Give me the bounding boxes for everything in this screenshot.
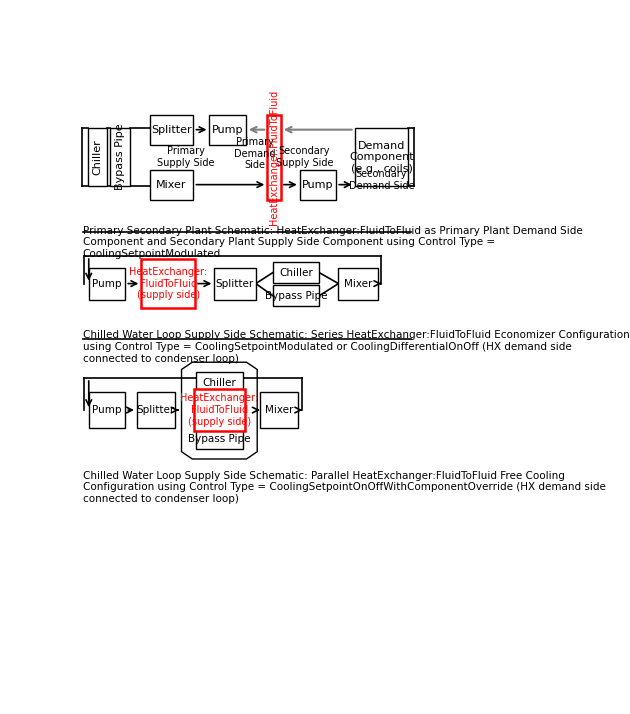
FancyBboxPatch shape: [149, 114, 193, 145]
Text: Splitter: Splitter: [151, 125, 192, 135]
FancyBboxPatch shape: [214, 268, 256, 300]
FancyBboxPatch shape: [194, 389, 245, 431]
FancyBboxPatch shape: [273, 286, 319, 306]
FancyBboxPatch shape: [88, 129, 107, 186]
Text: Pump: Pump: [93, 278, 122, 288]
Text: Splitter: Splitter: [216, 278, 254, 288]
Text: HeatExchanger:FluidToFluid: HeatExchanger:FluidToFluid: [269, 89, 279, 225]
Text: Bypass Pipe: Bypass Pipe: [265, 291, 327, 301]
Text: Primary
Supply Side: Primary Supply Side: [158, 146, 215, 168]
Text: Pump: Pump: [93, 405, 122, 415]
Text: Secondary
Demand Side: Secondary Demand Side: [348, 169, 415, 191]
Text: Chilled Water Loop Supply Side Schematic: Parallel HeatExchanger:FluidToFluid Fr: Chilled Water Loop Supply Side Schematic…: [83, 471, 605, 503]
FancyBboxPatch shape: [137, 392, 175, 428]
FancyBboxPatch shape: [273, 262, 319, 283]
FancyBboxPatch shape: [260, 392, 298, 428]
FancyBboxPatch shape: [209, 114, 246, 145]
FancyBboxPatch shape: [89, 392, 125, 428]
Text: Mixer: Mixer: [344, 278, 372, 288]
FancyBboxPatch shape: [89, 268, 125, 300]
Text: Primary
Demand
Side: Primary Demand Side: [234, 137, 275, 171]
FancyBboxPatch shape: [196, 372, 243, 393]
FancyBboxPatch shape: [267, 114, 281, 200]
Text: Bypass Pipe: Bypass Pipe: [188, 433, 251, 443]
FancyBboxPatch shape: [338, 268, 377, 300]
FancyBboxPatch shape: [300, 169, 336, 200]
Text: Chiller: Chiller: [202, 378, 236, 388]
Text: HeatExchanger:
FluidToFluid
(supply side): HeatExchanger: FluidToFluid (supply side…: [180, 393, 258, 427]
Text: Chiller: Chiller: [279, 268, 313, 278]
Text: Primary Secondary Plant Schematic: HeatExchanger:FluidToFluid as Primary Plant D: Primary Secondary Plant Schematic: HeatE…: [83, 226, 582, 259]
Text: Demand
Component
(e.g., coils): Demand Component (e.g., coils): [349, 141, 414, 174]
Text: Mixer: Mixer: [156, 180, 186, 190]
FancyBboxPatch shape: [110, 129, 130, 186]
Text: Secondary
Supply Side: Secondary Supply Side: [275, 146, 333, 168]
Text: Pump: Pump: [212, 125, 243, 135]
FancyBboxPatch shape: [355, 129, 408, 186]
Text: Mixer: Mixer: [265, 405, 293, 415]
FancyBboxPatch shape: [141, 259, 195, 308]
FancyBboxPatch shape: [149, 169, 193, 200]
Text: Pump: Pump: [302, 180, 334, 190]
FancyBboxPatch shape: [196, 428, 243, 449]
Text: Chiller: Chiller: [93, 139, 102, 175]
Text: HeatExchanger:
FluidToFluid
(supply side): HeatExchanger: FluidToFluid (supply side…: [129, 267, 207, 300]
Text: Splitter: Splitter: [137, 405, 175, 415]
Text: Chilled Water Loop Supply Side Schematic: Series HeatExchanger:FluidToFluid Econ: Chilled Water Loop Supply Side Schematic…: [83, 331, 629, 363]
Text: Bypass Pipe: Bypass Pipe: [115, 124, 125, 191]
